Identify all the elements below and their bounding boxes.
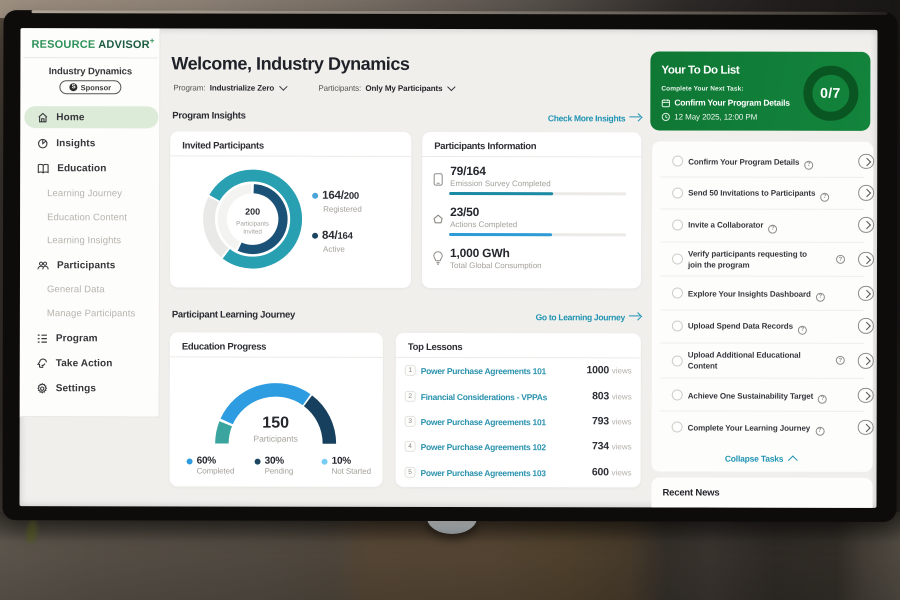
svg-text:Invited: Invited — [243, 228, 262, 235]
svg-text:Participants: Participants — [236, 220, 269, 227]
svg-text:200: 200 — [245, 206, 260, 216]
